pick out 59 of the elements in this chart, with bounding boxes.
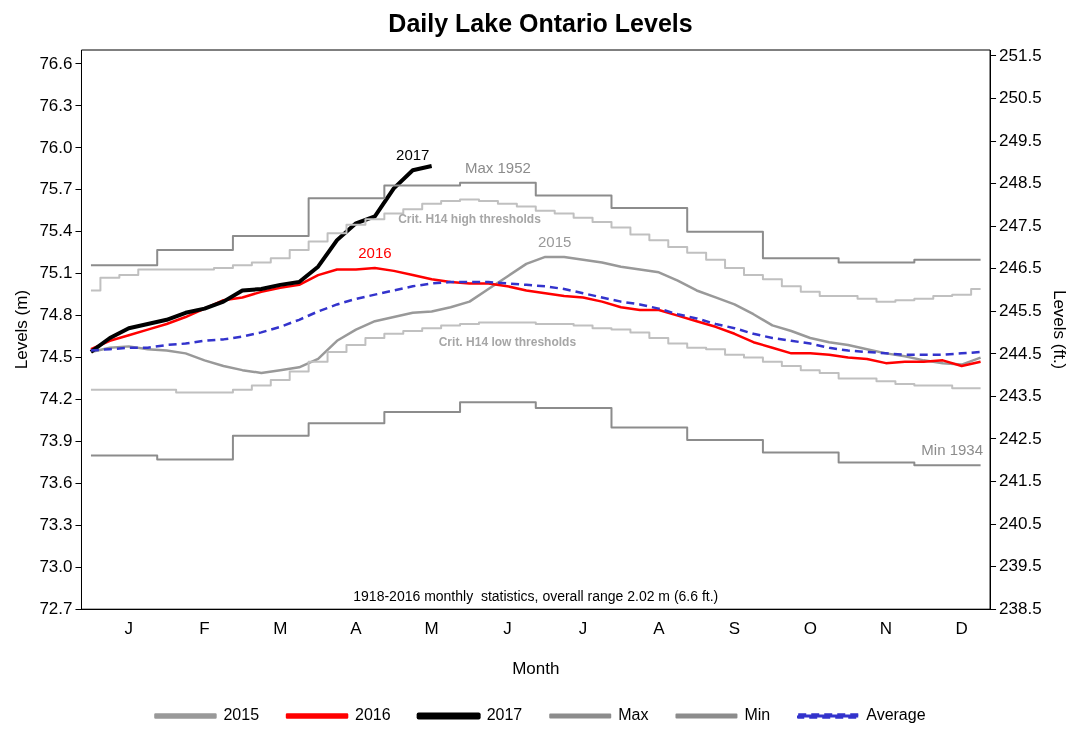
y-tick-label: 73.3 [39,515,73,535]
y-tick-label: 75.7 [39,179,73,199]
annotation: Max 1952 [464,158,531,176]
y-tick-label: 73.0 [39,556,73,576]
legend-label: Min [744,706,771,724]
y2-tick-label: 241.5 [999,471,1042,491]
legend-label: Max [618,706,649,724]
y2-tick-label: 250.5 [999,88,1042,108]
x-tick-label: F [199,619,210,639]
y2-tick-label: 238.5 [999,598,1042,618]
y2-axis-title: Levels (ft.) [1050,289,1070,370]
y2-tick-label: 239.5 [999,556,1042,576]
y-tick-label: 76.6 [39,53,73,73]
y2-tick-label: 248.5 [999,173,1042,193]
legend-label: 2016 [355,706,391,724]
x-tick-label: M [424,619,439,639]
legend-label: Average [866,706,926,724]
y-tick-label: 73.6 [39,473,73,493]
y2-tick-label: 243.5 [999,386,1042,406]
y-tick-label: 74.5 [39,347,73,367]
annotation: Crit. H14 high thresholds [398,211,542,226]
x-tick-label: J [578,619,588,639]
x-tick-label: M [273,619,288,639]
annotation: Crit. H14 low thresholds [438,334,577,349]
annotation: 2017 [396,146,430,164]
y-tick-label: 74.2 [39,389,73,409]
y2-tick-label: 242.5 [999,428,1042,448]
y2-tick-label: 251.5 [999,45,1042,65]
y-tick-label: 74.8 [39,305,73,325]
annotation: 2016 [358,244,392,262]
y2-tick-label: 240.5 [999,513,1042,533]
annotation: Min 1934 [921,441,984,459]
y2-tick-label: 249.5 [999,130,1042,150]
chart-title: Daily Lake Ontario Levels [388,8,693,37]
y2-tick-label: 246.5 [999,258,1042,278]
y2-tick-label: 244.5 [999,343,1042,363]
y-tick-label: 76.3 [39,95,73,115]
annotation: 1918-2016 monthly statistics, overall range 2.02 m (6.6 ft.) [353,588,719,605]
annotation: 2015 [538,233,572,251]
y2-tick-label: 245.5 [999,300,1042,320]
legend-label: 2015 [223,706,260,724]
x-tick-label: N [879,619,893,639]
x-tick-label: J [124,619,134,639]
legend-label: 2017 [486,706,523,724]
y-tick-label: 73.9 [39,431,73,451]
x-tick-label: J [503,619,512,639]
y-axis-title: Levels (m) [11,289,31,370]
y2-tick-label: 247.5 [999,215,1042,235]
y-tick-label: 75.1 [39,263,73,283]
x-tick-label: S [728,619,741,639]
y-tick-label: 76.0 [39,137,73,157]
x-axis-title: Month [512,659,560,679]
x-tick-label: A [350,619,363,639]
x-tick-label: A [653,619,666,639]
line-series [89,280,982,357]
y-tick-label: 75.4 [39,221,73,241]
y-tick-label: 72.7 [39,598,73,618]
x-tick-label: D [955,619,968,639]
x-tick-label: O [803,619,817,639]
